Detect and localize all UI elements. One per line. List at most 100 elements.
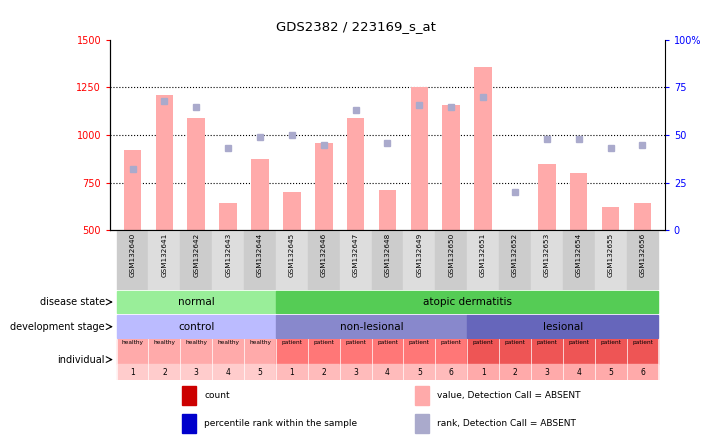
Text: GSM132653: GSM132653 <box>544 233 550 277</box>
Bar <box>251 159 269 325</box>
Bar <box>308 230 340 289</box>
Text: value, Detection Call = ABSENT: value, Detection Call = ABSENT <box>437 391 581 400</box>
Text: 6: 6 <box>449 368 454 377</box>
Text: GSM132645: GSM132645 <box>289 233 295 277</box>
Text: rank, Detection Call = ABSENT: rank, Detection Call = ABSENT <box>437 419 577 428</box>
Text: GSM132642: GSM132642 <box>193 233 199 277</box>
Bar <box>499 230 531 289</box>
Bar <box>308 339 340 365</box>
Bar <box>220 203 237 325</box>
Bar <box>188 118 205 325</box>
Bar <box>156 95 173 325</box>
Bar <box>149 339 181 365</box>
Bar <box>594 339 626 365</box>
Bar <box>379 190 396 325</box>
Text: 1: 1 <box>481 368 486 377</box>
Bar <box>315 143 333 325</box>
Text: healthy: healthy <box>154 340 176 345</box>
Bar <box>563 230 594 289</box>
Text: patient: patient <box>409 340 430 345</box>
Bar <box>182 386 196 405</box>
Text: count: count <box>205 391 230 400</box>
Bar <box>276 339 308 365</box>
Bar <box>531 230 563 289</box>
Bar <box>124 150 141 325</box>
Bar <box>117 365 149 380</box>
Bar <box>474 67 492 325</box>
Text: patient: patient <box>377 340 398 345</box>
Bar <box>181 365 212 380</box>
Bar <box>435 339 467 365</box>
Text: 5: 5 <box>257 368 262 377</box>
Bar <box>244 339 276 365</box>
Bar <box>244 230 276 289</box>
Bar <box>372 365 403 380</box>
Bar <box>626 339 658 365</box>
Bar <box>149 230 181 289</box>
Text: patient: patient <box>568 340 589 345</box>
Text: 2: 2 <box>321 368 326 377</box>
Bar <box>340 339 372 365</box>
Bar <box>626 230 658 289</box>
Bar <box>499 365 531 380</box>
Text: GSM132648: GSM132648 <box>385 233 390 277</box>
Bar <box>340 365 372 380</box>
Text: non-lesional: non-lesional <box>340 322 403 332</box>
Text: patient: patient <box>314 340 334 345</box>
Bar <box>467 230 499 289</box>
Text: patient: patient <box>600 340 621 345</box>
Text: development stage: development stage <box>10 322 105 332</box>
Bar <box>117 291 276 313</box>
Bar <box>212 365 244 380</box>
Bar <box>372 339 403 365</box>
Text: individual: individual <box>57 355 105 365</box>
Text: patient: patient <box>505 340 525 345</box>
Text: 3: 3 <box>194 368 198 377</box>
Text: 6: 6 <box>640 368 645 377</box>
Text: patient: patient <box>441 340 461 345</box>
Text: patient: patient <box>282 340 302 345</box>
Text: patient: patient <box>473 340 493 345</box>
Bar <box>212 339 244 365</box>
Bar <box>308 365 340 380</box>
Bar <box>563 339 594 365</box>
Bar <box>442 105 460 325</box>
Bar <box>531 339 563 365</box>
Text: GSM132640: GSM132640 <box>129 233 136 277</box>
Bar <box>212 230 244 289</box>
Bar <box>276 365 308 380</box>
Bar <box>570 173 587 325</box>
Bar <box>415 414 429 432</box>
Bar <box>244 365 276 380</box>
Bar <box>563 365 594 380</box>
Bar <box>411 87 428 325</box>
Bar <box>415 386 429 405</box>
Text: 3: 3 <box>545 368 550 377</box>
Bar <box>403 230 435 289</box>
Text: patient: patient <box>632 340 653 345</box>
Bar <box>594 365 626 380</box>
Text: GSM132650: GSM132650 <box>448 233 454 277</box>
Bar <box>626 365 658 380</box>
Text: patient: patient <box>345 340 366 345</box>
Bar <box>117 315 276 338</box>
Text: 3: 3 <box>353 368 358 377</box>
Text: 4: 4 <box>225 368 230 377</box>
Text: 4: 4 <box>385 368 390 377</box>
Text: 5: 5 <box>417 368 422 377</box>
Text: GSM132649: GSM132649 <box>417 233 422 277</box>
Text: atopic dermatitis: atopic dermatitis <box>422 297 512 307</box>
Bar <box>403 365 435 380</box>
Text: healthy: healthy <box>249 340 271 345</box>
Bar <box>467 339 499 365</box>
Bar <box>467 365 499 380</box>
Text: healthy: healthy <box>122 340 144 345</box>
Text: disease state: disease state <box>40 297 105 307</box>
Text: GSM132651: GSM132651 <box>480 233 486 277</box>
Bar <box>276 291 658 313</box>
Text: patient: patient <box>536 340 557 345</box>
Text: 5: 5 <box>608 368 613 377</box>
Text: GSM132654: GSM132654 <box>576 233 582 277</box>
Text: GDS2382 / 223169_s_at: GDS2382 / 223169_s_at <box>276 20 435 33</box>
Bar <box>634 203 651 325</box>
